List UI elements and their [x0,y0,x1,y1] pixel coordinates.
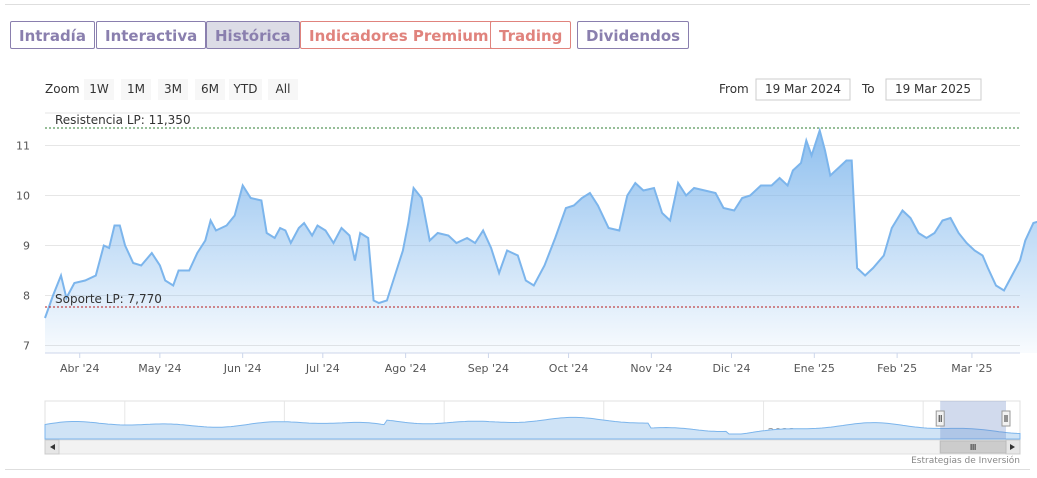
range-button-label: 1M [127,82,145,96]
from-label: From [719,82,749,96]
range-button-6m[interactable]: 6M [195,79,225,100]
range-button-bg [84,79,114,100]
top-divider [5,4,1030,5]
zoom-label: Zoom [45,82,80,96]
range-button-3m[interactable]: 3M [158,79,188,100]
range-button-1m[interactable]: 1M [121,79,151,100]
x-tick-label: Dic '24 [712,362,750,375]
tab-trading[interactable]: Trading [490,21,572,49]
range-button-bg [195,79,225,100]
plot-lines: Resistencia LP: 11,350 Soporte LP: 7,770 [45,113,1020,308]
handle-body [1001,410,1011,427]
tab-intrad-a[interactable]: Intradía [10,21,95,49]
range-button-label: All [276,82,291,96]
price-line [44,126,1037,319]
y-tick-label: 10 [16,190,30,203]
range-button-label: 1W [89,82,109,96]
tab-hist-rica[interactable]: Histórica [206,21,300,49]
to-date-value: 19 Mar 2025 [895,82,971,96]
range-button-label: 6M [201,82,219,96]
navigator-left-handle[interactable] [935,410,945,427]
to-label: To [861,82,875,96]
range-button-bg [229,79,262,100]
x-tick-label: Mar '25 [951,362,992,375]
y-tick-label: 11 [16,140,30,153]
bottom-divider [5,469,1030,470]
x-tick-label: Sep '24 [468,362,509,375]
range-button-bg [158,79,188,100]
tab-dividendos[interactable]: Dividendos [577,21,690,49]
x-tick-label: Ene '25 [794,362,835,375]
scroll-right-icon [1010,444,1015,450]
range-button-label: 3M [164,82,182,96]
y-tick-label: 7 [23,340,30,353]
range-button-ytd[interactable]: YTD [229,79,262,100]
price-area [45,130,1037,353]
resistance-label: Resistencia LP: 11,350 [55,113,191,127]
scrollbar-grip-icon [970,444,976,450]
chart-credit[interactable]: Estrategias de Inversión [911,455,1020,466]
x-tick-label: Oct '24 [549,362,589,375]
navigator-selected-range[interactable] [940,401,1006,439]
navigator-right-handle[interactable] [1001,410,1011,427]
range-button-all[interactable]: All [268,79,298,100]
x-tick-label: Ago '24 [385,362,427,375]
to-date-input[interactable] [885,78,982,101]
scroll-left-icon [50,444,55,450]
range-button-1w[interactable]: 1W [84,79,114,100]
x-tick-label: Nov '24 [630,362,672,375]
x-axis-labels: Abr '24 May '24 Jun '24 Jul '24 Ago '24 Sep '… [60,353,993,375]
y-tick-label: 9 [23,240,30,253]
from-date-input[interactable] [755,78,851,101]
support-label: Soporte LP: 7,770 [55,292,162,306]
x-tick-label: May '24 [138,362,181,375]
y-tick-label: 8 [23,290,30,303]
x-tick-label: Jul '24 [305,362,340,375]
tab-interactiva[interactable]: Interactiva [96,21,207,49]
range-button-bg [268,79,298,100]
y-axis-labels: 7 8 9 10 11 [16,140,30,353]
from-date-value: 19 Mar 2024 [765,82,841,96]
x-tick-label: Jun '24 [223,362,262,375]
x-tick-label: Feb '25 [877,362,917,375]
tab-indicadores-premium[interactable]: Indicadores Premium [300,21,498,49]
range-button-bg [121,79,151,100]
navigator-area [44,416,1021,440]
scrollbar-track[interactable] [44,439,1021,455]
x-tick-label: Abr '24 [60,362,100,375]
handle-body [935,410,945,427]
range-buttons: 1W 1M 3M 6M YTD All [84,79,298,100]
range-button-label: YTD [233,82,258,96]
